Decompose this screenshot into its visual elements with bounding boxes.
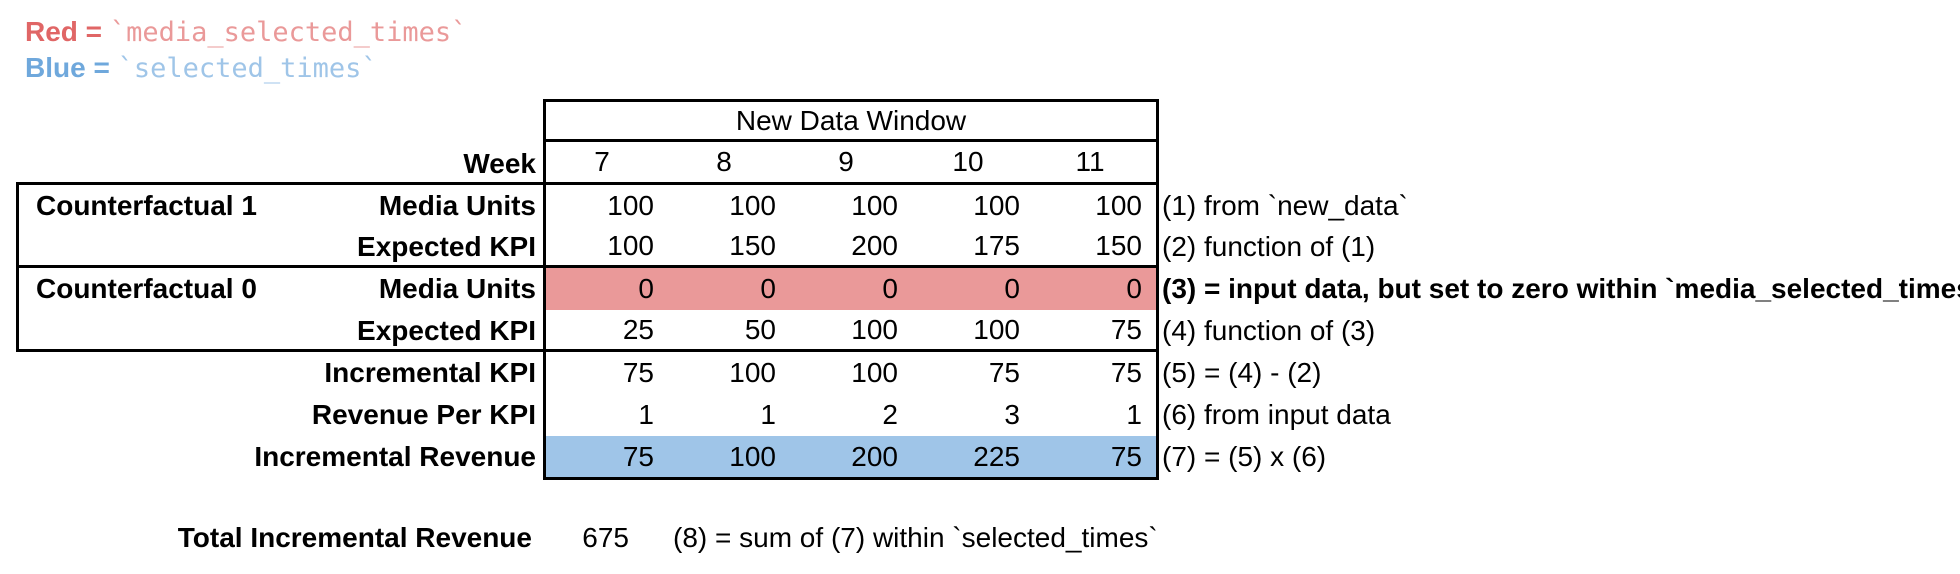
value-cell: 200 [851,440,898,472]
value-cell: 100 [973,313,1020,345]
value-cell: 100 [729,189,776,221]
value-cell: 100 [729,440,776,472]
row-label-week: Week [463,148,536,179]
value-cell: 150 [1095,229,1142,261]
value-cell: 225 [973,440,1020,472]
value-cell: 75 [1110,313,1142,345]
legend-red-label: Red = [25,16,103,47]
value-cell: 0 [882,273,898,304]
value-cell: 100 [973,189,1020,221]
table-row-expected-kpi-cf1: 100 150 200 175 150 [546,226,1156,268]
value-cell: 25 [622,313,654,345]
value-cell: 1 [1126,399,1142,430]
value-cell: 100 [851,313,898,345]
value-cell: 1 [760,399,776,430]
row-label-media-units-cf1: Media Units [378,190,536,221]
legend-red-code: `media_selected_times` [109,17,468,48]
value-cell: 100 [729,357,776,388]
value-cell: 100 [1095,189,1142,221]
value-cell: 75 [622,357,654,388]
value-cell: 2 [882,399,898,430]
annotation-1: (1) from `new_data` [1162,190,1408,221]
annotation-7: (7) = (5) x (6) [1162,441,1327,472]
annotation-5: (5) = (4) - (2) [1162,357,1322,388]
legend-blue-label: Blue = [25,52,110,83]
new-data-window-header: New Data Window [546,102,1156,142]
week-header-row: 7 8 9 10 11 [546,142,1156,185]
row-label-incremental-kpi: Incremental KPI [324,357,536,388]
value-cell: 100 [607,189,654,221]
value-cell: 75 [622,440,654,472]
table-row-revenue-per-kpi: 1 1 2 3 1 [546,394,1156,436]
group-label-counterfactual-0: Counterfactual 0 [36,273,257,304]
week-cell: 8 [716,146,732,177]
table-row-incremental-kpi: 75 100 100 75 75 [546,352,1156,394]
value-cell: 100 [851,189,898,221]
value-cell: 50 [744,313,776,345]
row-label-expected-kpi-cf1: Expected KPI [357,231,536,262]
legend-red-line: Red = `media_selected_times` [25,16,467,48]
value-cell: 0 [1126,273,1142,304]
table-row-media-units-cf0-highlighted: 0 0 0 0 0 [546,268,1156,310]
annotation-2: (2) function of (1) [1162,231,1376,262]
value-cell: 3 [1004,399,1020,430]
value-cell: 0 [638,273,654,304]
value-cell: 0 [1004,273,1020,304]
value-cell: 200 [851,229,898,261]
value-cell: 0 [760,273,776,304]
value-cell: 100 [607,229,654,261]
value-cell: 75 [988,357,1020,388]
value-cell: 150 [729,229,776,261]
week-cell: 11 [1075,146,1105,177]
total-incremental-revenue-label: Total Incremental Revenue [177,522,532,553]
annotation-3: (3) = input data, but set to zero within… [1162,273,1960,304]
week-cell: 7 [594,146,610,177]
table-row-expected-kpi-cf0: 25 50 100 100 75 [546,310,1156,352]
legend-blue-line: Blue = `selected_times` [25,52,378,84]
row-label-media-units-cf0: Media Units [378,273,536,304]
value-cell: 75 [1110,357,1142,388]
week-cell: 10 [952,146,984,177]
total-incremental-revenue-value: 675 [582,522,629,553]
row-label-incremental-revenue: Incremental Revenue [254,441,536,472]
table-row-incremental-revenue-highlighted: 75 100 200 225 75 [546,436,1156,477]
week-cell: 9 [838,146,854,177]
group-label-counterfactual-1: Counterfactual 1 [36,190,257,221]
legend-blue-code: `selected_times` [117,53,378,84]
row-label-revenue-per-kpi: Revenue Per KPI [311,399,536,430]
new-data-window-title: New Data Window [735,104,967,136]
value-cell: 175 [973,229,1020,261]
value-cell: 100 [851,357,898,388]
value-cell: 75 [1110,440,1142,472]
row-label-expected-kpi-cf0: Expected KPI [357,315,536,346]
annotation-8: (8) = sum of (7) within `selected_times` [673,522,1158,553]
annotation-6: (6) from input data [1162,399,1391,430]
value-cell: 1 [638,399,654,430]
table-row-media-units-cf1: 100 100 100 100 100 [546,185,1156,226]
data-table: New Data Window 7 8 9 10 11 100 100 100 … [543,99,1159,480]
annotation-4: (4) function of (3) [1162,315,1376,346]
